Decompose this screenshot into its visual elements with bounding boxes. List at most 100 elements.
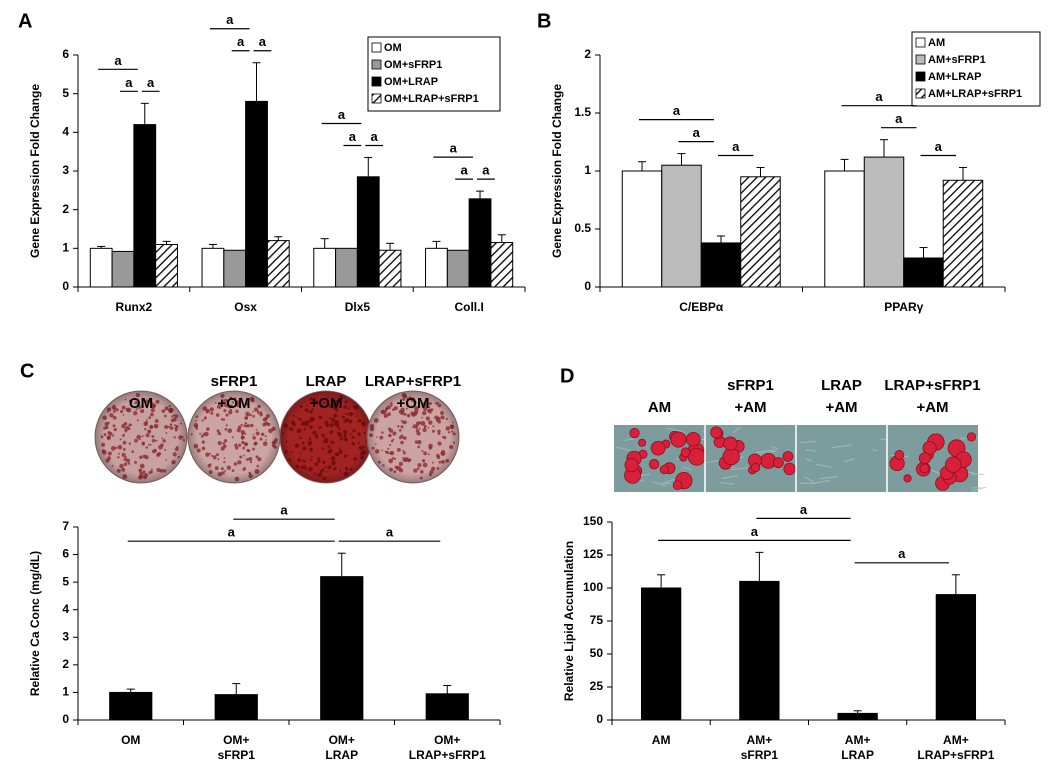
lipid-droplet bbox=[966, 432, 977, 442]
x-tick-label: sFRP1 bbox=[741, 748, 779, 762]
y-tick-label: 75 bbox=[590, 613, 604, 627]
bar bbox=[935, 594, 977, 721]
x-tick-label: Coll.I bbox=[454, 300, 483, 314]
cell-streak bbox=[805, 449, 816, 452]
image-label: LRAP bbox=[306, 373, 347, 390]
significance-label: a bbox=[935, 139, 943, 154]
bar bbox=[109, 691, 153, 721]
cell-streak bbox=[819, 476, 839, 480]
lipid-droplet bbox=[648, 459, 660, 470]
cell-streak bbox=[755, 449, 775, 454]
y-tick-label: 2 bbox=[584, 47, 591, 61]
lipid-droplet bbox=[670, 431, 687, 448]
image-label: sFRP1 bbox=[211, 373, 258, 390]
significance-label: a bbox=[693, 125, 701, 140]
x-tick-label: OM bbox=[121, 733, 140, 747]
y-tick-label: 100 bbox=[583, 580, 603, 594]
significance-label: a bbox=[349, 129, 357, 144]
significance-label: a bbox=[751, 524, 759, 539]
lipid-droplet bbox=[672, 480, 683, 491]
lipid-droplet bbox=[680, 447, 691, 458]
significance-label: a bbox=[226, 12, 234, 27]
bar bbox=[640, 587, 682, 721]
significance-label: a bbox=[875, 89, 883, 104]
bar bbox=[739, 580, 780, 721]
legend-swatch bbox=[915, 88, 926, 99]
y-tick-label: 0.5 bbox=[574, 221, 591, 235]
y-tick-label: 4 bbox=[62, 602, 69, 616]
lipid-droplet bbox=[945, 456, 962, 473]
legend-swatch bbox=[915, 37, 926, 48]
bar bbox=[266, 240, 290, 288]
y-axis-label: Gene Expression Fold Change bbox=[28, 84, 42, 258]
y-tick-label: 0 bbox=[62, 712, 69, 726]
cell-streak bbox=[816, 463, 832, 468]
significance-label: a bbox=[732, 139, 740, 154]
y-tick-label: 4 bbox=[62, 125, 69, 139]
cell-streak bbox=[831, 444, 852, 449]
bar bbox=[837, 712, 878, 721]
x-tick-label: LRAP bbox=[325, 748, 358, 762]
bar bbox=[490, 242, 514, 288]
y-tick-label: 5 bbox=[62, 86, 69, 100]
y-tick-label: 7 bbox=[62, 519, 69, 533]
y-tick-label: 125 bbox=[583, 547, 603, 561]
cell-streak bbox=[682, 466, 692, 471]
y-tick-label: 0 bbox=[596, 712, 603, 726]
lipid-droplet bbox=[918, 452, 931, 465]
lipid-droplet bbox=[722, 447, 740, 466]
cell-streak bbox=[805, 458, 812, 462]
legend-label: OM+sFRP1 bbox=[384, 59, 442, 71]
bar bbox=[942, 179, 984, 288]
legend-box bbox=[911, 31, 1041, 107]
image-label: OM bbox=[129, 395, 153, 412]
x-tick-label: LRAP+sFRP1 bbox=[409, 748, 486, 762]
bar bbox=[214, 694, 258, 721]
cell-streak bbox=[971, 486, 987, 493]
image-label: +AM bbox=[916, 399, 948, 416]
cell-streak bbox=[771, 445, 779, 450]
bar bbox=[335, 247, 358, 288]
image-label: +OM bbox=[218, 395, 251, 412]
cell-streak bbox=[667, 427, 685, 434]
cell-streak bbox=[758, 450, 777, 456]
x-tick-label: sFRP1 bbox=[218, 748, 256, 762]
image-label: +OM bbox=[310, 395, 343, 412]
cell-streak bbox=[719, 482, 734, 485]
bar bbox=[700, 242, 742, 288]
significance-label: a bbox=[482, 163, 490, 178]
lipid-droplet bbox=[659, 464, 669, 475]
lipid-droplet bbox=[723, 436, 738, 451]
x-tick-label: Osx bbox=[234, 300, 257, 314]
legend-label: AM+sFRP1 bbox=[928, 54, 986, 66]
micrograph bbox=[796, 425, 887, 492]
cell-streak bbox=[732, 427, 741, 433]
x-tick-label: OM+ bbox=[329, 733, 355, 747]
bar bbox=[425, 693, 469, 721]
legend-box bbox=[367, 36, 501, 112]
cell-streak bbox=[624, 437, 636, 442]
panel-label: B bbox=[537, 10, 551, 32]
lipid-droplet bbox=[772, 457, 784, 469]
panel-label: C bbox=[20, 360, 34, 382]
significance-label: a bbox=[673, 103, 681, 118]
x-tick-label: C/EBPα bbox=[679, 300, 724, 314]
x-tick-label: AM+ bbox=[845, 733, 871, 747]
cell-streak bbox=[800, 440, 817, 444]
bar bbox=[89, 247, 113, 288]
lipid-droplet bbox=[629, 428, 640, 439]
significance-label: a bbox=[895, 111, 903, 126]
lipid-droplet bbox=[650, 440, 666, 456]
bar bbox=[740, 176, 781, 288]
bar bbox=[903, 257, 944, 288]
significance-label: a bbox=[800, 502, 808, 517]
bar bbox=[201, 247, 225, 288]
image-label: LRAP+sFRP1 bbox=[365, 373, 461, 390]
cell-streak bbox=[615, 446, 631, 452]
significance-label: a bbox=[461, 163, 469, 178]
well-rim bbox=[95, 391, 187, 483]
y-tick-label: 5 bbox=[62, 574, 69, 588]
well-rim bbox=[280, 391, 372, 483]
bar bbox=[133, 124, 157, 288]
